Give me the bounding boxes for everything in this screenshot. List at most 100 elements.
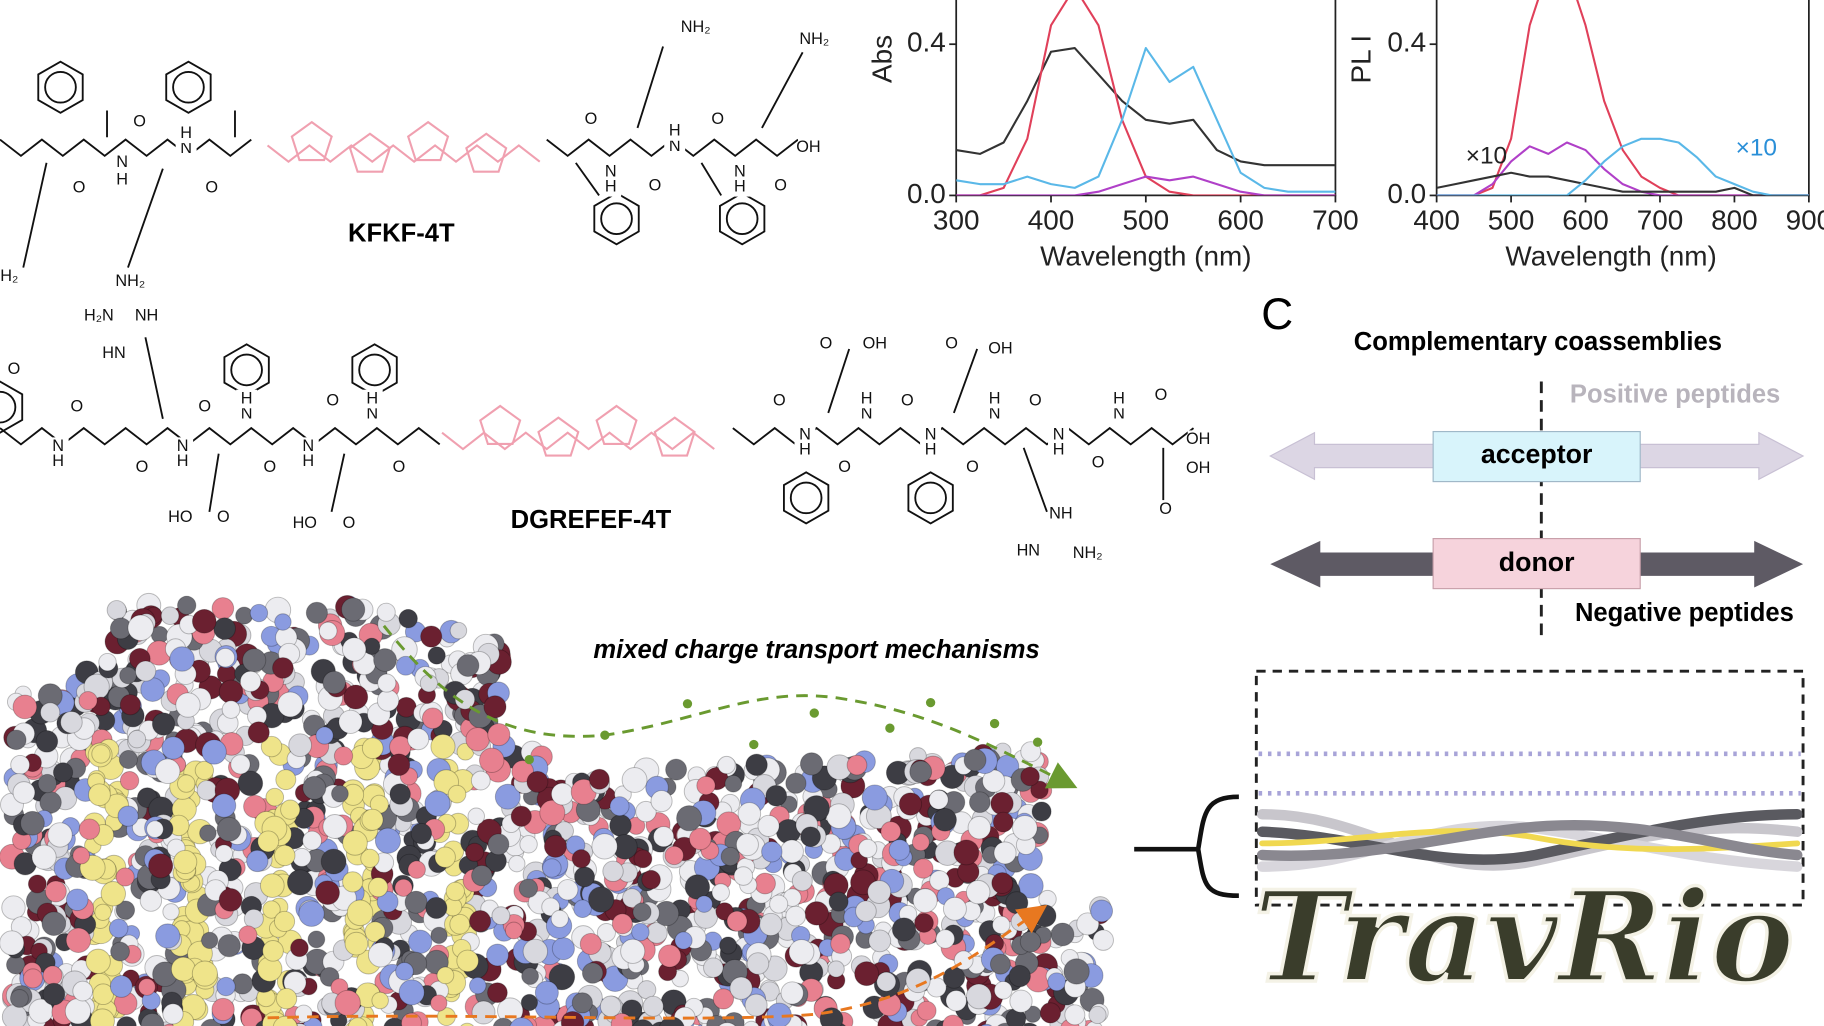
atom-label: OH — [988, 339, 1012, 357]
atom-sphere — [620, 938, 646, 964]
bond — [22, 162, 48, 268]
atom-sphere — [571, 849, 591, 869]
atom-sphere — [273, 910, 296, 933]
atom-sphere — [170, 956, 196, 982]
atom-bg — [664, 122, 686, 141]
atom-label: H — [861, 389, 873, 407]
plot-area — [956, 0, 1336, 196]
atom-sphere — [40, 702, 61, 723]
donor-box — [1432, 538, 1641, 590]
atom-sphere — [826, 803, 852, 829]
atom-bg — [856, 404, 878, 424]
atom-label: N — [180, 139, 192, 157]
atom-sphere — [410, 822, 433, 845]
atom-sphere — [373, 648, 397, 672]
atom-bg — [644, 176, 666, 196]
atom-bg — [600, 177, 622, 197]
atom-label: O — [70, 397, 83, 415]
atom-sphere — [622, 888, 642, 908]
atom-sphere — [119, 694, 141, 716]
atom-sphere — [556, 879, 579, 901]
atom-sphere — [761, 841, 783, 863]
chart: 400 500 600 700 800 900 0.0 0.4 Wavelength (nm) P… — [1346, 0, 1824, 272]
atom-sphere — [746, 952, 770, 975]
atom-sphere — [953, 839, 980, 866]
y-tick-label: 0.0 — [1387, 178, 1426, 209]
atom-sphere — [118, 749, 138, 770]
atom-sphere — [109, 975, 133, 998]
annotation: ×10 — [1736, 134, 1777, 161]
atom-bg — [729, 177, 751, 197]
atom-sphere — [449, 621, 468, 640]
atom-sphere — [912, 888, 938, 914]
bond — [144, 337, 164, 419]
atom-sphere — [993, 841, 1017, 865]
y-axis-title: Abs — [866, 35, 897, 83]
atom-label: NH₂ — [115, 272, 145, 290]
atom-sphere — [315, 880, 340, 906]
atom-sphere — [726, 910, 748, 932]
atom-sphere — [275, 987, 298, 1010]
atom-sphere — [867, 880, 892, 904]
atom-sphere — [800, 826, 821, 848]
negative-label: Negative peptides — [1575, 599, 1794, 627]
atom-sphere — [288, 733, 312, 758]
bond — [700, 162, 723, 196]
atom-sphere — [522, 938, 549, 965]
atom-sphere — [703, 957, 724, 978]
atom-sphere — [982, 769, 1006, 793]
atom-sphere — [868, 929, 892, 953]
atom-sphere — [935, 929, 956, 949]
atom-sphere — [22, 968, 43, 989]
atom-bg — [68, 179, 90, 198]
atom-bg — [600, 162, 622, 182]
structure-name: KFKF-4T — [348, 220, 455, 248]
atom-label: O — [217, 508, 230, 526]
atom-bg — [66, 397, 88, 417]
atom-sphere — [27, 874, 47, 894]
atom-label: O — [585, 110, 598, 128]
atom-sphere — [108, 918, 129, 939]
atom-sphere — [992, 915, 1011, 935]
atom-sphere — [333, 746, 354, 766]
atom-sphere — [119, 666, 137, 685]
atom-bg — [103, 344, 125, 363]
atom-sphere — [965, 983, 992, 1010]
atom-sphere — [609, 814, 632, 837]
atom-bg — [322, 392, 344, 411]
positive-label: Positive peptides — [1570, 380, 1780, 408]
atom-bg — [794, 440, 816, 460]
atom-sphere — [898, 792, 923, 816]
atom-label: O — [820, 335, 833, 353]
y-tick-label: 0.4 — [907, 27, 946, 58]
atom-label: N — [925, 425, 937, 443]
atom-label: H — [734, 178, 746, 196]
atom-sphere — [173, 849, 198, 875]
atom-sphere — [449, 913, 471, 935]
y-tick-label: 0.4 — [1387, 27, 1426, 58]
atom-sphere — [135, 660, 157, 682]
atom-sphere — [140, 1012, 165, 1026]
atom-bg — [297, 452, 319, 472]
series-line — [956, 46, 1336, 167]
atom-bg — [47, 452, 69, 472]
atom-sphere — [550, 909, 569, 928]
atom-sphere — [235, 606, 254, 625]
atom-label: N — [116, 153, 128, 171]
atom-sphere — [421, 707, 444, 730]
atom-sphere — [404, 890, 428, 914]
atom-sphere — [344, 931, 369, 956]
atom-label: O — [1029, 392, 1042, 410]
atom-sphere — [827, 960, 845, 978]
atom-sphere — [469, 910, 492, 933]
ring — [37, 60, 84, 114]
atom-sphere — [469, 976, 487, 995]
series-line — [956, 175, 1336, 196]
atom-bg — [1077, 544, 1099, 564]
x-axis-title: Wavelength (nm) — [1040, 241, 1251, 272]
atom-sphere — [1008, 964, 1031, 988]
ribbons — [1256, 809, 1803, 872]
atom-label: NH₂ — [799, 30, 829, 48]
atom-sphere — [909, 760, 933, 784]
